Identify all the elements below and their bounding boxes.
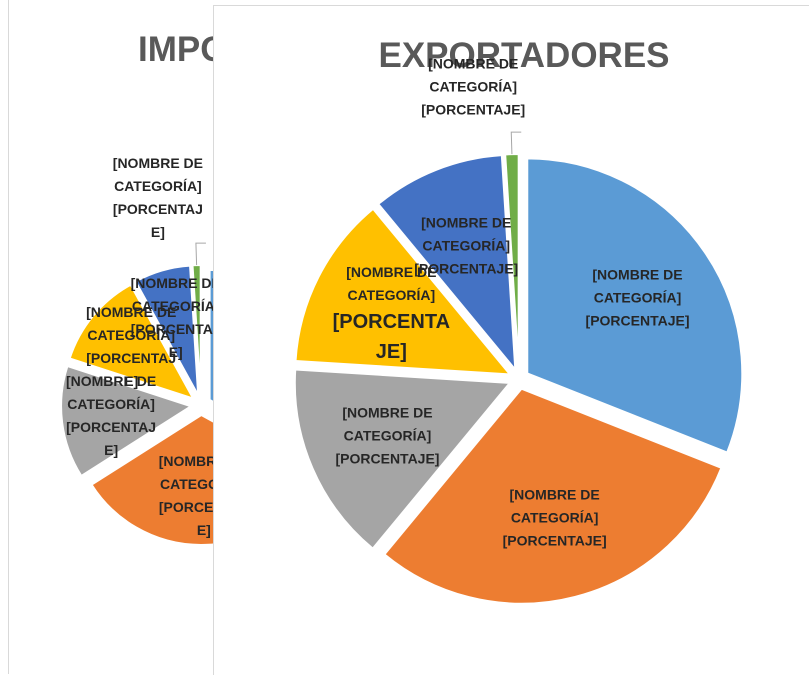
leader-line <box>510 131 522 155</box>
data-label: [NOMBRE DE CATEGORÍA] [PORCENTAJE] <box>414 53 532 122</box>
label-name: [NOMBRE DE CATEGORÍA] <box>421 214 512 254</box>
label-value: [PORCENTAJE] <box>585 312 690 329</box>
label-value: [PORCENTAJE] <box>414 260 519 277</box>
pie-svg <box>293 131 744 605</box>
data-label: [NOMBRE DE CATEGORÍA] [PORCENTAJE] <box>65 370 157 462</box>
data-label: [NOMBRE DE CATEGORÍA] [PORCENTAJE] <box>579 264 697 333</box>
label-value: [PORCENTAJE] <box>335 450 440 467</box>
label-value: [PORCENTAJE] <box>502 532 607 549</box>
chart-title: EXPORTADORES <box>378 36 670 75</box>
pie-slice <box>134 264 200 396</box>
data-label: [NOMBRE DE CATEGORÍA] [PORCENTAJE] <box>496 483 614 552</box>
pie-slice <box>526 157 744 454</box>
label-name: [NOMBRE DE CATEGORÍA] <box>509 486 600 526</box>
label-name: [NOMBRE DE CATEGORÍA] <box>130 274 221 314</box>
label-name: [NOMBRE DE CATEGORÍA] <box>428 55 519 95</box>
leader-line <box>195 242 206 266</box>
pie-slice <box>293 368 512 551</box>
data-label: [NOMBRE DE CATEGORÍA] [PORCENTAJE] <box>407 211 525 280</box>
label-value: [PORCENTAJE] <box>421 101 526 118</box>
pie-slice <box>60 364 194 478</box>
data-label: [NOMBRE DE CATEGORÍA] [PORCENTAJE] <box>332 261 450 367</box>
pie-slice <box>68 283 196 401</box>
data-label: [NOMBRE DE CATEGORÍA] [PORCENTAJE] <box>85 301 177 393</box>
label-name: [NOMBRE DE CATEGORÍA] <box>346 263 437 303</box>
data-label: [NOMBRE DE CATEGORÍA] [PORCENTAJE] <box>130 272 222 364</box>
data-label: [NOMBRE DE CATEGORÍA] [PORCENTAJE] <box>328 401 446 470</box>
pie-slice <box>383 387 723 605</box>
label-name: [NOMBRE DE CATEGORÍA] <box>86 304 177 344</box>
pie-slice <box>376 154 517 373</box>
data-label: [NOMBRE DE CATEGORÍA] [PORCENTAJE] <box>112 152 204 244</box>
label-name: [NOMBRE DE CATEGORÍA] <box>592 266 683 306</box>
label-value: [PORCENTAJE] <box>66 419 157 459</box>
label-name: [NOMBRE DE CATEGORÍA] <box>112 155 204 195</box>
label-name: [NOMBRE DE CATEGORÍA] <box>65 373 157 413</box>
label-value: [PORCENTAJE] <box>112 201 203 241</box>
chart-card: EXPORTADORES [NOMBRE DE CATEGORÍA] [PORCE… <box>213 5 809 675</box>
pie-slice <box>294 207 513 376</box>
label-value: [PORCENTAJE] <box>130 320 221 360</box>
label-value: [PORCENTAJE] <box>332 310 451 363</box>
label-name: [NOMBRE DE CATEGORÍA] <box>342 404 433 444</box>
label-value: [PORCENTAJE] <box>86 350 177 390</box>
